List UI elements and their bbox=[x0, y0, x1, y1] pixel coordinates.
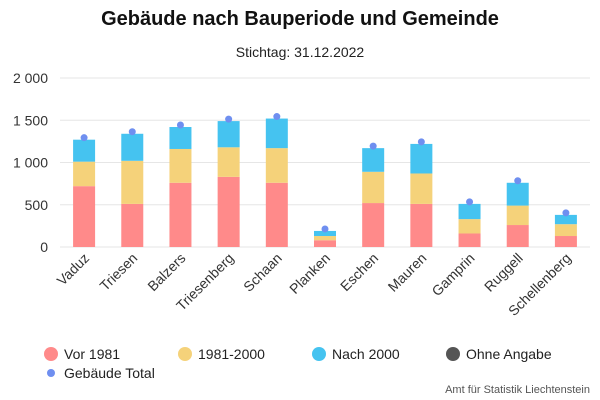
total-marker bbox=[514, 177, 522, 185]
x-tick-label: Eschen bbox=[337, 250, 381, 294]
y-tick-label: 1 500 bbox=[13, 112, 48, 128]
x-tick-label: Balzers bbox=[144, 250, 188, 294]
legend-marker-1981-2000 bbox=[178, 347, 192, 361]
bar-segment bbox=[314, 240, 336, 247]
bar-segment bbox=[265, 148, 288, 183]
total-marker bbox=[466, 198, 474, 206]
bar-segment bbox=[506, 225, 529, 247]
bar-segment bbox=[362, 171, 385, 204]
legend-marker-gebaeude-total bbox=[47, 369, 55, 377]
bar-segment bbox=[410, 203, 433, 247]
bar-segment bbox=[73, 186, 96, 247]
bar-segment bbox=[169, 148, 192, 183]
legend-item-1981-2000[interactable]: 1981-2000 bbox=[178, 346, 265, 362]
bar-segment bbox=[314, 230, 336, 237]
legend-marker-nach-2000 bbox=[312, 347, 326, 361]
bar-segment bbox=[314, 236, 336, 241]
x-tick-label: Ruggell bbox=[481, 250, 526, 295]
legend-label-ohne-angabe: Ohne Angabe bbox=[466, 346, 552, 362]
y-tick-label: 500 bbox=[25, 197, 49, 213]
total-marker bbox=[417, 138, 425, 146]
legend-label-1981-2000: 1981-2000 bbox=[198, 346, 265, 362]
legend-item-ohne-angabe[interactable]: Ohne Angabe bbox=[446, 346, 552, 362]
legend-item-vor-1981[interactable]: Vor 1981 bbox=[44, 346, 120, 362]
bar-segment bbox=[410, 143, 433, 174]
total-marker bbox=[562, 209, 570, 217]
bar-segment bbox=[554, 236, 577, 247]
bar-segment bbox=[121, 203, 144, 247]
y-tick-label: 2 000 bbox=[13, 70, 48, 86]
x-tick-label: Vaduz bbox=[54, 250, 93, 289]
x-tick-label: Gamprin bbox=[428, 250, 477, 299]
bar-segment bbox=[410, 173, 433, 204]
bar-segment bbox=[458, 219, 481, 234]
chart-title: Gebäude nach Bauperiode und Gemeinde bbox=[101, 8, 499, 30]
chart-subtitle: Stichtag: 31.12.2022 bbox=[235, 44, 365, 60]
total-marker bbox=[80, 134, 88, 142]
total-marker bbox=[273, 113, 281, 121]
bar-segment bbox=[73, 139, 96, 162]
bar-segment bbox=[73, 161, 96, 187]
bar-segment bbox=[554, 224, 577, 237]
legend-marker-vor-1981 bbox=[44, 347, 58, 361]
bar-segment bbox=[169, 127, 192, 149]
y-tick-label: 1 000 bbox=[13, 155, 48, 171]
bar-segment bbox=[362, 203, 385, 247]
bar-segment bbox=[265, 118, 288, 149]
total-marker bbox=[128, 128, 136, 136]
x-tick-label: Planken bbox=[286, 250, 333, 297]
bar-segment bbox=[121, 160, 144, 204]
x-tick-label: Mauren bbox=[385, 250, 430, 295]
bar-segment bbox=[265, 182, 288, 247]
bar-segment bbox=[362, 148, 385, 172]
y-tick-label: 0 bbox=[40, 239, 48, 255]
legend-item-gebaeude-total[interactable]: Gebäude Total bbox=[47, 365, 155, 381]
legend-label-gebaeude-total: Gebäude Total bbox=[64, 365, 155, 381]
x-tick-label: Schaan bbox=[240, 250, 285, 295]
legend-label-nach-2000: Nach 2000 bbox=[332, 346, 400, 362]
total-marker bbox=[369, 142, 377, 150]
bar-segment bbox=[506, 205, 529, 226]
bar-segment bbox=[458, 233, 481, 247]
total-marker bbox=[321, 225, 329, 233]
total-marker bbox=[225, 115, 233, 123]
total-marker bbox=[176, 121, 184, 129]
bar-segment bbox=[217, 147, 240, 177]
legend-marker-ohne-angabe bbox=[446, 347, 460, 361]
legend-label-vor-1981: Vor 1981 bbox=[64, 346, 121, 362]
bar-segment bbox=[506, 182, 529, 206]
bar-segment bbox=[554, 214, 577, 225]
bar-segment bbox=[121, 133, 144, 161]
bar-segment bbox=[217, 176, 240, 247]
bar-segment bbox=[217, 121, 240, 148]
x-tick-label: Triesen bbox=[96, 250, 140, 294]
legend-item-nach-2000[interactable]: Nach 2000 bbox=[312, 346, 400, 362]
bar-segment bbox=[169, 182, 192, 247]
bar-segment bbox=[458, 203, 481, 220]
source-credit: Amt für Statistik Liechtenstein bbox=[445, 384, 590, 396]
